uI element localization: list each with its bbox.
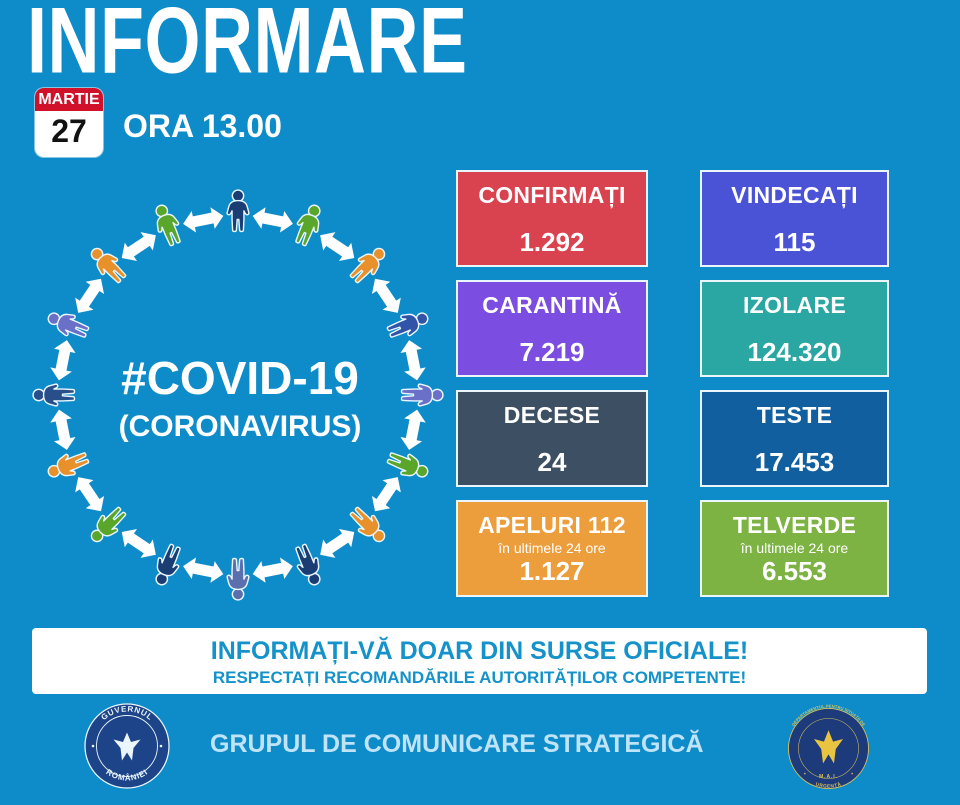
svg-text:M.A.I.: M.A.I. — [819, 774, 838, 780]
